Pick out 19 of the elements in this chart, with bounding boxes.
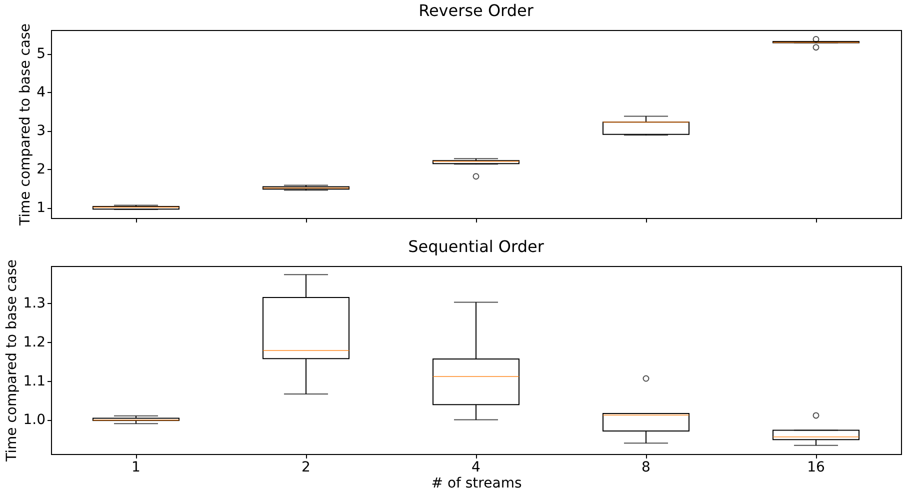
y-axis-title: Time compared to base case (18, 24, 34, 226)
chart-title: Reverse Order (418, 1, 534, 20)
y-tick-label: 1 (36, 200, 46, 216)
y-tick-label: 1.2 (23, 334, 46, 350)
x-tick-label: 1 (132, 460, 140, 476)
y-tick-label: 2 (36, 162, 46, 178)
y-tick-label: 4 (36, 84, 46, 101)
x-tick-label: 4 (472, 460, 481, 476)
x-tick-label: 2 (302, 460, 310, 476)
x-tick-label: 8 (642, 460, 650, 476)
y-axis-title: Time compared to base case (4, 260, 20, 462)
y-tick-label: 1.1 (23, 373, 46, 390)
x-tick-label: 16 (807, 460, 825, 476)
x-axis-title: # of streams (431, 476, 522, 492)
y-tick-label: 1.3 (23, 295, 46, 312)
y-tick-label: 3 (36, 123, 46, 140)
y-tick-label: 5 (36, 46, 46, 62)
y-tick-label: 1.0 (23, 412, 46, 428)
chart-title: Sequential Order (408, 237, 544, 256)
